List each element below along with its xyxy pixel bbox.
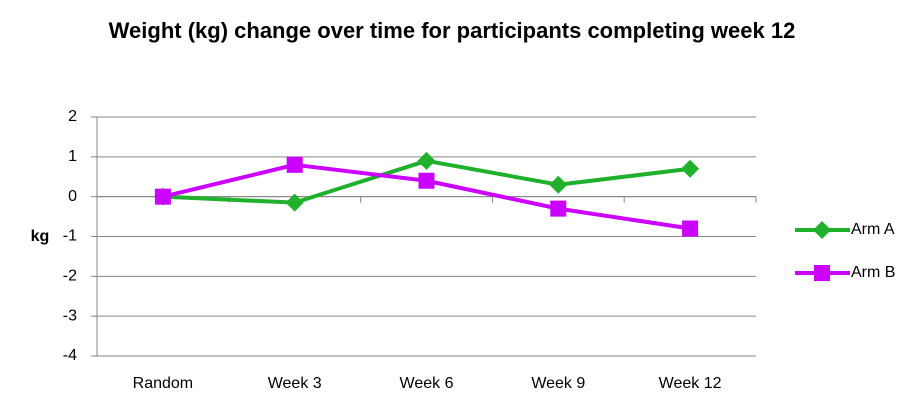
data-point (285, 193, 304, 212)
y-tick-label: -1 (63, 228, 77, 245)
y-tick-label: -3 (63, 307, 77, 324)
x-tick-label: Week 12 (659, 375, 722, 392)
data-point (418, 172, 435, 189)
data-point (286, 156, 303, 173)
x-tick-label: Week 3 (268, 375, 322, 392)
legend-label: Arm A (851, 221, 895, 238)
x-tick-label: Random (133, 375, 193, 392)
x-tick-label: Week 6 (400, 375, 454, 392)
data-point (417, 151, 436, 170)
data-point (154, 188, 171, 205)
legend-marker (814, 265, 830, 281)
legend-marker (813, 221, 831, 239)
data-point (550, 200, 567, 217)
y-axis-label: kg (31, 228, 50, 245)
data-point (681, 159, 700, 178)
y-tick-label: 2 (68, 108, 77, 125)
data-point (549, 175, 568, 194)
x-tick-label: Week 9 (531, 375, 585, 392)
data-point (682, 220, 699, 237)
y-tick-label: -2 (63, 268, 77, 285)
y-tick-label: 0 (68, 188, 77, 205)
legend-label: Arm B (851, 264, 895, 281)
y-tick-label: -4 (63, 347, 77, 364)
y-tick-label: 1 (68, 148, 77, 165)
chart-title: Weight (kg) change over time for partici… (108, 18, 796, 43)
